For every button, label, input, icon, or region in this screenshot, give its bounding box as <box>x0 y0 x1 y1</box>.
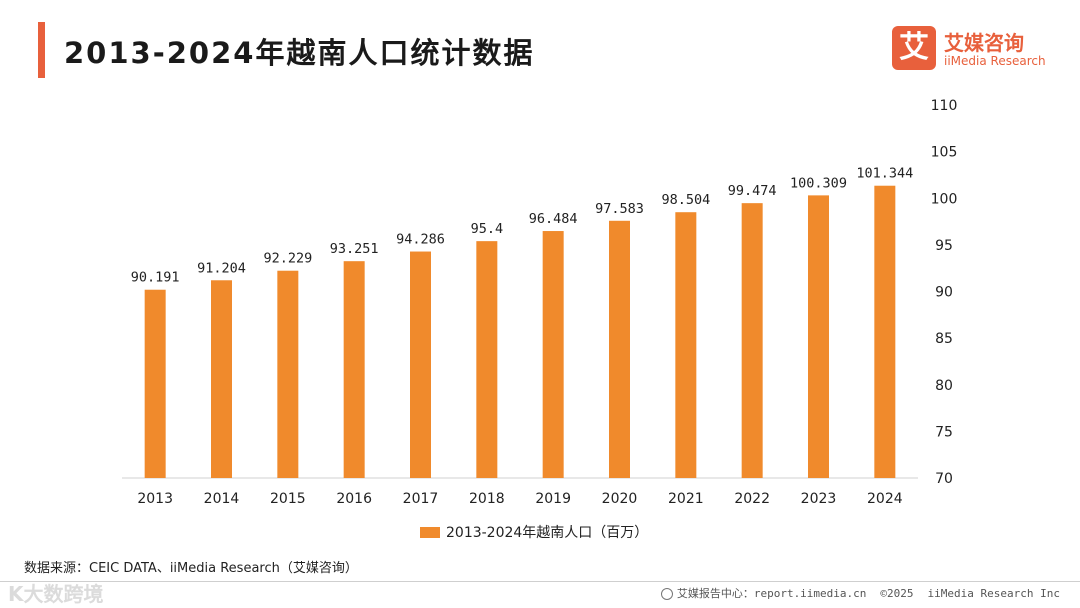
y-tick-label: 80 <box>935 378 953 394</box>
page-title: 2013-2024年越南人口统计数据 <box>64 36 535 70</box>
data-label: 91.204 <box>197 260 246 276</box>
bar <box>410 251 431 478</box>
x-tick-label: 2020 <box>602 491 638 507</box>
footer-report-center: 艾媒报告中心：report.iimedia.cn <box>660 585 867 601</box>
data-label: 97.583 <box>595 201 644 217</box>
brand-logo: 艾 艾媒咨询 iiMedia Research <box>892 26 1052 74</box>
bar <box>343 261 365 478</box>
bar <box>741 203 763 478</box>
data-label: 101.344 <box>856 166 913 182</box>
y-tick-label: 95 <box>935 238 953 254</box>
data-label: 94.286 <box>396 232 445 248</box>
legend-label: 2013-2024年越南人口（百万） <box>446 525 649 541</box>
data-label: 90.191 <box>131 270 180 286</box>
y-tick-label: 75 <box>935 424 953 440</box>
x-tick-label: 2023 <box>801 491 837 507</box>
bar <box>277 270 299 478</box>
footer-divider <box>0 581 1080 582</box>
brand-mark-icon: 艾 <box>892 26 936 70</box>
legend-swatch <box>420 526 440 538</box>
footer-report-center-text: 艾媒报告中心：report.iimedia.cn <box>676 587 867 600</box>
globe-icon <box>660 588 673 600</box>
data-label: 100.309 <box>790 175 847 191</box>
x-tick-label: 2015 <box>270 491 306 507</box>
y-tick-label: 70 <box>935 471 953 487</box>
footer-copyright: ©2025 <box>880 586 914 600</box>
y-tick-label: 105 <box>931 145 958 161</box>
data-label: 93.251 <box>330 241 379 257</box>
footer: 艾媒报告中心：report.iimedia.cn ©2025 iiMedia R… <box>660 585 1060 601</box>
data-label: 99.474 <box>728 183 777 199</box>
x-tick-label: 2019 <box>535 491 571 507</box>
bar <box>808 195 829 478</box>
bar <box>211 280 232 478</box>
y-tick-label: 110 <box>931 98 958 114</box>
bar <box>874 185 896 478</box>
watermark: K大数跨境 <box>8 582 104 606</box>
x-tick-label: 2017 <box>403 491 439 507</box>
bar <box>476 241 498 478</box>
x-tick-label: 2016 <box>336 491 372 507</box>
data-label: 96.484 <box>529 211 578 227</box>
y-tick-label: 85 <box>935 331 953 347</box>
data-label: 95.4 <box>471 221 504 237</box>
y-tick-label: 100 <box>931 191 958 207</box>
x-tick-label: 2024 <box>867 491 903 507</box>
bar-chart: 70 75 80 85 90 95 100 105 110 90.191 2013 91.204 201… <box>122 98 958 507</box>
x-tick-label: 2022 <box>734 491 770 507</box>
data-label: 92.229 <box>263 251 312 267</box>
brand-name-en: iiMedia Research <box>944 54 1046 68</box>
title-accent-bar <box>38 22 45 78</box>
data-label: 98.504 <box>661 192 710 208</box>
x-tick-label: 2018 <box>469 491 505 507</box>
brand-name-cn: 艾媒咨询 <box>944 31 1024 55</box>
bar <box>144 289 166 478</box>
data-source: 数据来源：CEIC DATA、iiMedia Research（艾媒咨询） <box>24 561 358 576</box>
footer-company: iiMedia Research Inc <box>927 586 1060 600</box>
x-tick-label: 2013 <box>137 491 173 507</box>
x-tick-label: 2014 <box>204 491 240 507</box>
bar <box>609 220 630 479</box>
y-tick-label: 90 <box>935 285 953 301</box>
bar <box>542 231 564 478</box>
bar <box>675 212 697 478</box>
chart-legend: 2013-2024年越南人口（百万） <box>420 522 648 542</box>
x-tick-label: 2021 <box>668 491 704 507</box>
